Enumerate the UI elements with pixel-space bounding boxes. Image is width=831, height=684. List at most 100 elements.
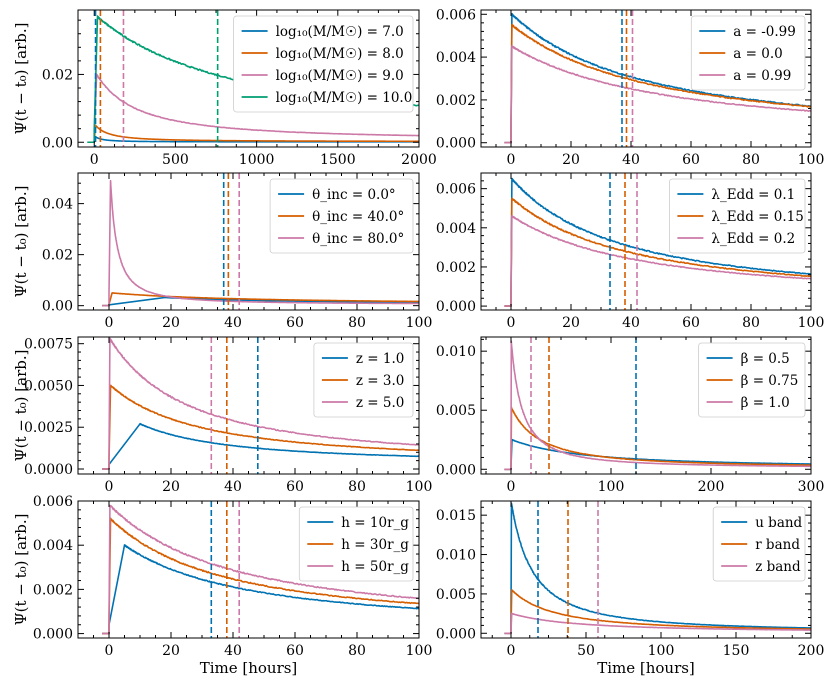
legend-entry: z = 3.0 (356, 373, 404, 389)
legend-entry: z band (755, 559, 801, 575)
y-tick-label: 0.005 (436, 403, 476, 419)
x-tick-label: 20 (162, 479, 180, 495)
x-tick-label: 100 (406, 643, 433, 659)
y-tick-label: 0.0000 (24, 462, 73, 478)
y-axis-label: Ψ(t − t₀) [arb.] (12, 350, 30, 462)
x-tick-label: 0 (507, 479, 516, 495)
legend-entry: θ_inc = 0.0° (312, 187, 396, 203)
x-tick-label: 1500 (320, 152, 356, 168)
x-tick-label: 40 (622, 152, 640, 168)
series-line-3 (102, 179, 419, 307)
x-tick-label: 80 (348, 479, 366, 495)
legend: β = 0.5 β = 0.75 β = 1.0 (698, 342, 806, 418)
y-tick-label: 0.00 (42, 135, 73, 151)
x-tick-label: 150 (723, 643, 750, 659)
legend-entry: λ_Edd = 0.15 (711, 209, 803, 225)
x-tick-label: 200 (698, 479, 725, 495)
panel-a: 0 500 1000 1500 2000 0.00 0.02 log₁₀(M/M☉) = 7.… (12, 9, 437, 168)
series-line-1 (102, 422, 419, 470)
x-tick-label: 0 (507, 315, 516, 331)
y-tick-label: 0.02 (42, 248, 73, 264)
y-axis-label: Ψ(t − t₀) [arb.] (12, 514, 30, 626)
y-tick-label: 0.010 (436, 548, 476, 564)
legend-entry: a = 0.0 (733, 46, 782, 62)
y-tick-label: 0.02 (42, 67, 73, 83)
legend: z = 1.0 z = 3.0 z = 5.0 (313, 342, 414, 418)
series-line-1 (504, 502, 811, 635)
x-tick-label: 40 (622, 315, 640, 331)
x-tick-label: 100 (598, 479, 625, 495)
legend-entry: h = 10r_g (341, 515, 409, 531)
y-tick-label: 0.000 (436, 136, 476, 152)
y-tick-label: 0.004 (33, 538, 73, 554)
legend-entry: log₁₀(M/M☉) = 9.0 (276, 68, 404, 84)
y-tick-label: 0.00 (42, 299, 73, 315)
legend-entry: log₁₀(M/M☉) = 7.0 (276, 24, 404, 40)
x-tick-label: 100 (798, 315, 825, 331)
x-tick-label: 20 (162, 643, 180, 659)
x-tick-label: 40 (224, 479, 242, 495)
y-axis-label: Ψ(t − t₀) [arb.] (12, 186, 30, 298)
legend: h = 10r_gh = 30r_gh = 50r_g (298, 506, 414, 582)
legend-entry: log₁₀(M/M☉) = 8.0 (276, 46, 404, 62)
panel-b: 0 20 40 60 80 100 0.000 0.002 0.004 0.006 a = -0.9… (436, 7, 824, 168)
x-tick-label: 50 (577, 643, 595, 659)
x-tick-label: 100 (798, 152, 825, 168)
y-tick-label: 0.0025 (24, 420, 73, 436)
legend-entry: log₁₀(M/M☉) = 10.0 (276, 90, 413, 106)
legend-entry: λ_Edd = 0.1 (711, 187, 795, 203)
legend: θ_inc = 0.0° θ_inc = 40.0° θ_inc = 80.0° (269, 178, 414, 254)
y-tick-label: 0.000 (33, 627, 73, 643)
x-tick-label: 0 (105, 315, 114, 331)
y-tick-label: 0.005 (436, 587, 476, 603)
panel-e: 0 20 40 60 80 100 0.0000 0.0025 0.0050 0.0075 z = … (12, 336, 433, 495)
x-tick-label: 100 (406, 315, 433, 331)
x-tick-label: 60 (286, 315, 304, 331)
legend-entry: z = 5.0 (356, 395, 404, 411)
series-line-3 (102, 504, 419, 635)
panel-g: 0 20 40 60 80 100 0.000 0.002 0.004 0.006 h = 10r_… (12, 494, 432, 677)
y-tick-label: 0.002 (436, 93, 476, 109)
legend-entry: h = 30r_g (341, 537, 409, 553)
y-tick-label: 0.010 (436, 344, 476, 360)
x-tick-label: 300 (798, 479, 825, 495)
legend-entry: z = 1.0 (356, 351, 404, 367)
x-tick-label: 0 (507, 643, 516, 659)
x-tick-label: 2000 (401, 152, 437, 168)
axes-frame (77, 9, 420, 148)
x-tick-label: 60 (682, 315, 700, 331)
x-tick-label: 0 (507, 152, 516, 168)
series-line-2 (87, 124, 419, 144)
x-tick-label: 20 (562, 315, 580, 331)
x-tick-label: 40 (224, 315, 242, 331)
x-tick-label: 500 (162, 152, 189, 168)
y-tick-label: 0.000 (436, 299, 476, 315)
panel-f: 0 100 200 300 0.000 0.005 0.010 β = 0.5 β = 0.75… (436, 336, 825, 495)
x-tick-label: 100 (406, 479, 433, 495)
y-tick-label: 0.04 (42, 197, 73, 213)
x-tick-label: 0 (105, 479, 114, 495)
y-tick-label: 0.000 (436, 626, 476, 642)
legend-entry: u band (755, 515, 802, 531)
legend-entry: r band (755, 537, 800, 553)
x-tick-label: 80 (742, 315, 760, 331)
series-line-3 (504, 612, 811, 635)
axes-frame (480, 500, 812, 639)
legend-entry: β = 1.0 (741, 395, 790, 411)
y-tick-label: 0.002 (436, 260, 476, 276)
x-tick-label: 60 (682, 152, 700, 168)
x-tick-label: 0 (105, 643, 114, 659)
x-tick-label: 80 (742, 152, 760, 168)
x-tick-label: 1000 (239, 152, 275, 168)
series-line-2 (504, 589, 811, 635)
x-tick-label: 80 (348, 315, 366, 331)
x-tick-label: 200 (798, 643, 825, 659)
panel-c: 0 20 40 60 80 1000.000.020.04θ_inc = 0.0°θ_in… (12, 172, 433, 331)
panel-d: 0 20 40 60 80 100 0.000 0.002 0.004 0.006 λ_Edd = … (436, 172, 825, 331)
x-tick-label: 0 (90, 152, 99, 168)
y-tick-label: 0.0050 (24, 378, 73, 394)
y-tick-label: 0.002 (33, 582, 73, 598)
y-tick-label: 0.006 (33, 494, 73, 510)
axes-frame (480, 336, 812, 475)
